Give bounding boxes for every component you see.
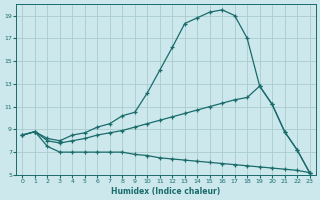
- X-axis label: Humidex (Indice chaleur): Humidex (Indice chaleur): [111, 187, 221, 196]
